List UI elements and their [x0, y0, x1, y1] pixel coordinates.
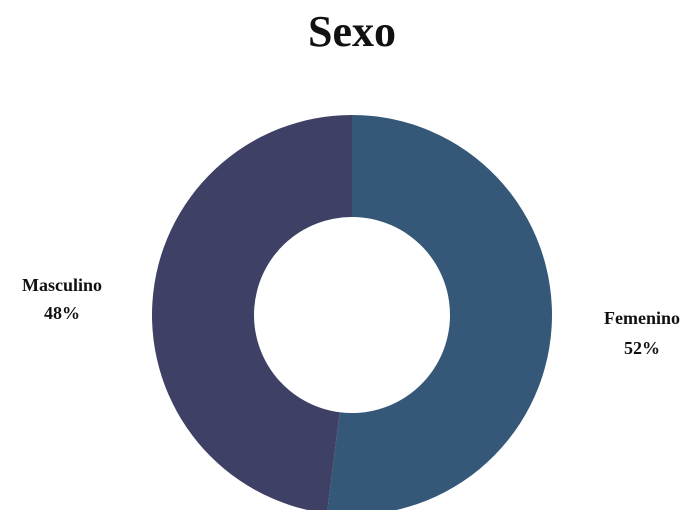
donut-slices: [152, 115, 552, 510]
slice-label-masculino-value: 48%: [44, 303, 80, 323]
slice-label-femenino-name: Femenino: [604, 308, 680, 328]
slice-masculino: [152, 115, 352, 510]
slice-label-masculino-name: Masculino: [22, 275, 102, 295]
slice-femenino: [327, 115, 552, 510]
slice-label-femenino-value: 52%: [624, 338, 660, 358]
slice-labels: Femenino 52% Masculino 48%: [22, 275, 680, 358]
chart-title: Sexo: [308, 7, 396, 56]
